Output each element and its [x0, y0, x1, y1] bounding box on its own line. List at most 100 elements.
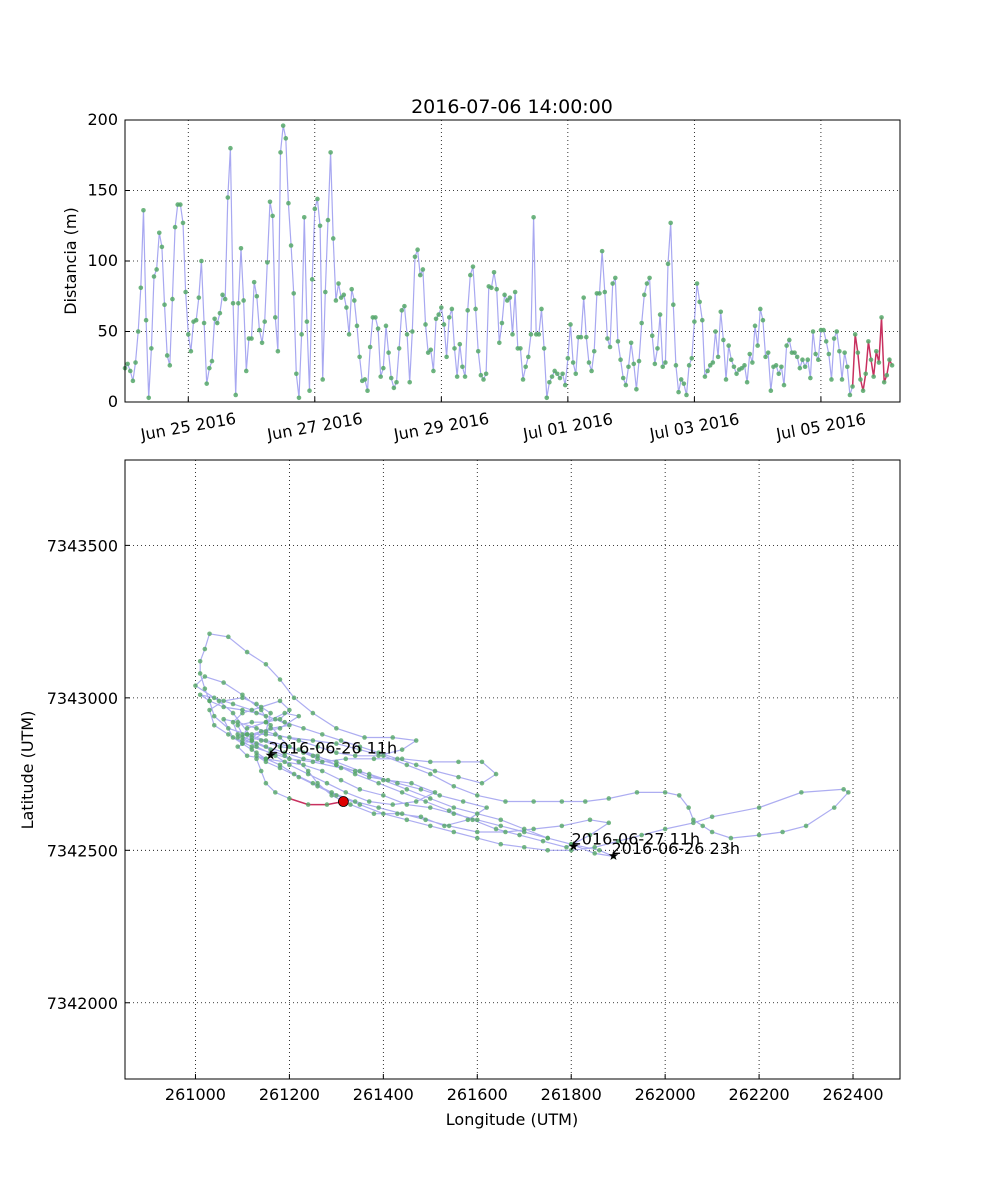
track-point	[282, 710, 287, 716]
track-point	[193, 683, 198, 688]
distance-point	[130, 378, 136, 384]
track-point	[310, 738, 316, 743]
distance-point	[365, 388, 370, 394]
distance-point	[233, 392, 239, 398]
distance-points	[122, 123, 895, 401]
track-point	[315, 744, 320, 749]
distance-point	[757, 306, 763, 312]
distance-point	[681, 381, 687, 386]
distance-point	[441, 322, 447, 327]
track-point	[587, 832, 593, 838]
distance-point	[634, 387, 639, 392]
track-point	[413, 738, 419, 743]
track-point	[841, 787, 846, 792]
distance-point	[241, 298, 246, 303]
track-point	[211, 722, 217, 728]
distance-point	[541, 346, 547, 351]
distance-point	[578, 334, 584, 340]
distance-point	[497, 340, 502, 346]
track-point	[357, 768, 363, 774]
distance-point	[444, 354, 449, 360]
distance-point	[734, 371, 739, 377]
track-point	[446, 808, 452, 813]
distance-point	[394, 379, 399, 385]
track-point	[315, 783, 320, 789]
track-point	[428, 771, 433, 777]
distance-x-tick-label: Jul 03 2016	[647, 409, 740, 444]
track-point	[404, 802, 410, 807]
distance-point	[146, 395, 152, 401]
distance-point	[786, 337, 792, 343]
track-point	[207, 707, 212, 713]
distance-point	[352, 298, 357, 303]
track-point	[254, 726, 259, 731]
distance-point	[620, 375, 626, 381]
track-point	[207, 631, 212, 637]
track-x-axis-label: Longitude (UTM)	[446, 1110, 578, 1129]
track-point	[371, 811, 377, 817]
track-point	[357, 787, 363, 792]
distance-y-tick-label: 200	[87, 110, 118, 129]
track-point	[249, 719, 255, 725]
track-x-tick-label: 261000	[165, 1085, 226, 1104]
distance-point	[686, 363, 692, 368]
distance-point	[428, 347, 434, 353]
track-point	[592, 844, 597, 850]
track-point	[503, 799, 508, 804]
distance-point	[839, 377, 845, 382]
distance-point	[692, 319, 697, 324]
track-point	[709, 829, 715, 835]
track-point	[404, 817, 410, 823]
distance-point	[555, 371, 560, 377]
distance-point	[404, 332, 410, 337]
track-point	[366, 771, 372, 777]
distance-point	[212, 316, 217, 322]
track-point	[451, 783, 457, 789]
distance-point	[320, 377, 326, 382]
track-point	[230, 701, 236, 707]
track-point	[263, 713, 269, 719]
track-point	[634, 790, 640, 795]
distance-point	[721, 337, 726, 343]
distance-point	[815, 357, 821, 363]
distance-point	[726, 343, 731, 348]
distance-point	[291, 291, 297, 296]
distance-point	[834, 329, 840, 334]
distance-point	[336, 281, 341, 286]
distance-point	[887, 357, 892, 363]
track-point	[385, 777, 391, 783]
distance-point	[562, 382, 568, 388]
track-point	[221, 704, 226, 710]
track-point	[611, 854, 616, 859]
chart-title: 2016-07-06 14:00:00	[411, 96, 613, 118]
distance-point	[547, 379, 552, 385]
distance-point	[164, 353, 170, 358]
track-point	[254, 701, 259, 707]
track-point	[390, 802, 396, 807]
track-point	[301, 756, 306, 762]
distance-point	[454, 374, 460, 379]
track-point	[399, 811, 405, 817]
track-point	[568, 841, 574, 847]
distance-point	[396, 346, 402, 351]
track-point	[273, 716, 278, 722]
track-point	[456, 774, 461, 780]
distance-point	[710, 360, 716, 365]
track-point	[583, 799, 588, 804]
distance-point	[544, 395, 550, 401]
distance-point	[526, 354, 531, 360]
track-point	[315, 753, 320, 759]
distance-point	[304, 319, 310, 324]
distance-point	[415, 247, 420, 253]
track-point	[240, 710, 245, 716]
track-point	[287, 756, 292, 762]
distance-point	[333, 298, 339, 303]
track-point	[662, 790, 668, 795]
distance-point	[670, 302, 676, 308]
distance-point	[871, 374, 876, 379]
distance-point	[367, 344, 373, 350]
track-point	[493, 771, 499, 777]
distance-point	[779, 364, 784, 370]
distance-point	[884, 372, 890, 378]
track-point	[273, 753, 278, 759]
